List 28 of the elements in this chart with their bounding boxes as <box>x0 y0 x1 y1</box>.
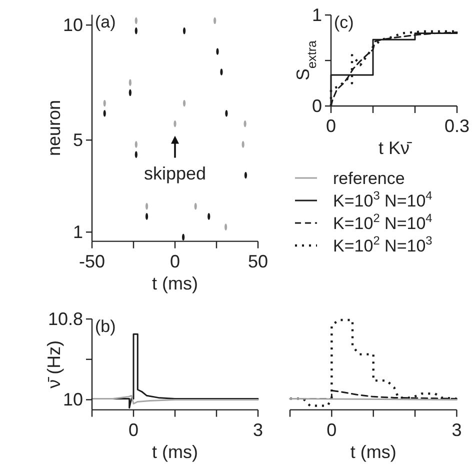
x-axis-title: t (ms) <box>152 442 198 462</box>
x-axis-title: t Kν̄ <box>378 138 412 158</box>
legend-label: K=10$^{2}$ N=10$^{3}$ <box>333 234 433 256</box>
text: reference <box>333 169 405 188</box>
y-tick-label: 10.8 <box>48 309 83 329</box>
x-tick-label: 0 <box>326 420 337 440</box>
x-tick-label: 3 <box>252 420 264 440</box>
y-axis-title: neuron <box>44 100 64 156</box>
x-tick-label: 50 <box>248 251 268 272</box>
x-tick-label: 3 <box>452 420 462 440</box>
x-tick-label: 0.3 <box>444 116 470 136</box>
x-tick-label: 0 <box>128 420 139 440</box>
x-tick-label: 0 <box>170 251 180 272</box>
x-axis-title: t (ms) <box>350 442 396 462</box>
y-tick-label: 10 <box>62 390 83 410</box>
x-tick-label: -50 <box>78 251 106 272</box>
legend-label: K=10$^{2}$ N=10$^{4}$ <box>333 211 433 233</box>
y-tick-label: 1 <box>312 5 322 25</box>
y-tick-label: 1 <box>72 222 83 242</box>
y-axis-title: ν̄ (Hz) <box>44 340 64 388</box>
y-tick-label: 10 <box>62 15 83 36</box>
chart-title: (c) <box>334 13 354 32</box>
legend-label: K=10$^{3}$ N=10$^{4}$ <box>333 188 433 210</box>
x-axis-title: t (ms) <box>152 273 198 294</box>
annotation: skipped <box>144 164 206 184</box>
chart-title: (b) <box>95 317 116 336</box>
y-tick-label: 5 <box>72 130 83 150</box>
chart-title: (a) <box>95 12 116 32</box>
